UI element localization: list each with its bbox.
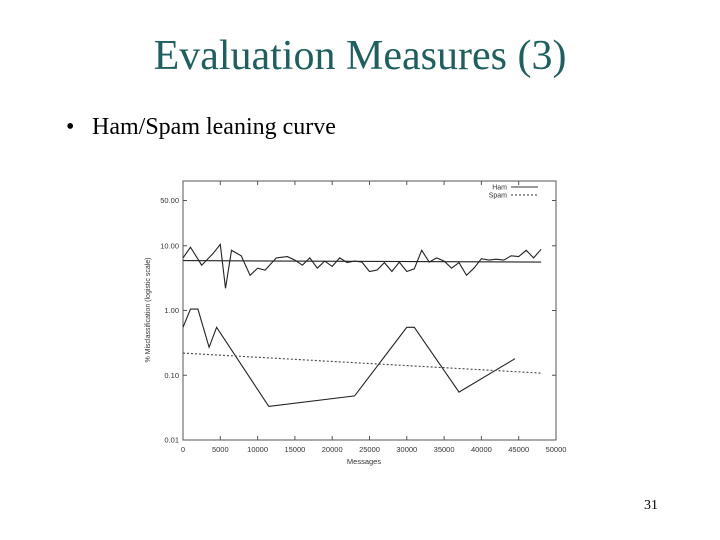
x-tick-label: 5000	[212, 445, 229, 454]
series-line-spam	[182, 308, 516, 407]
y-tick-label: 0.01	[164, 436, 179, 445]
bullet-item: • Ham/Spam leaning curve	[66, 114, 336, 141]
legend-label: Ham	[492, 185, 507, 192]
legend-label: Spam	[489, 193, 507, 200]
page-number: 31	[644, 498, 658, 513]
y-tick-label: 10.00	[160, 241, 179, 250]
y-axis-label: % Misclassification (logistic scale)	[145, 257, 152, 362]
y-tick-label: 50.00	[160, 196, 179, 205]
y-tick-label: 1.00	[164, 306, 179, 315]
series-line-ham	[182, 243, 542, 289]
series-line-ham-fit	[182, 260, 542, 263]
x-axis-label: Messages	[347, 457, 381, 466]
x-tick-label: 40000	[471, 445, 492, 454]
slide-title: Evaluation Measures (3)	[153, 33, 567, 79]
bullet-text: Ham/Spam leaning curve	[92, 114, 336, 140]
x-tick-label: 10000	[247, 445, 268, 454]
x-tick-label: 50000	[546, 445, 567, 454]
bullet-marker: •	[66, 114, 75, 140]
x-tick-label: 15000	[284, 445, 305, 454]
x-tick-label: 20000	[322, 445, 343, 454]
x-tick-label: 35000	[434, 445, 455, 454]
series-line-spam-fit	[182, 352, 542, 374]
x-tick-label: 30000	[396, 445, 417, 454]
plot-frame	[182, 180, 557, 441]
x-tick-label: 0	[181, 445, 185, 454]
x-tick-label: 45000	[508, 445, 529, 454]
x-tick-label: 25000	[359, 445, 380, 454]
y-tick-label: 0.10	[164, 371, 179, 380]
